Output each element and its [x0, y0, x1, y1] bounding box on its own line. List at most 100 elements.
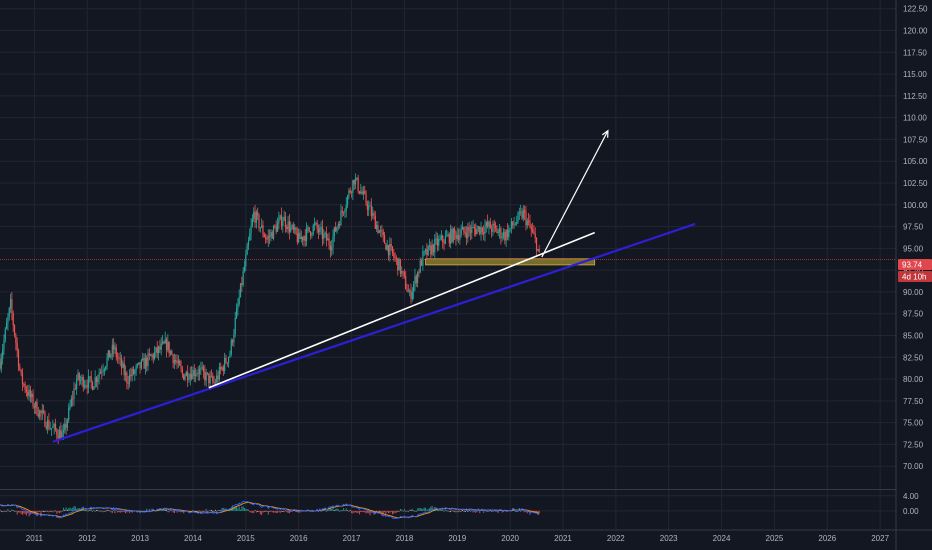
price-badges: 93.74 4d 10h [898, 259, 932, 282]
candle-body [29, 389, 31, 398]
candle-body [138, 362, 140, 365]
macd-histogram-bar [242, 506, 244, 511]
macd-histogram-bar [308, 510, 310, 512]
candle-body [230, 340, 232, 355]
candle-body [385, 243, 387, 250]
macd-histogram-bar [525, 510, 527, 512]
macd-histogram-bar [399, 509, 401, 511]
candle-body [342, 212, 345, 213]
macd-histogram-bar [456, 510, 458, 512]
candle-body [299, 232, 301, 239]
macd-histogram-bar [473, 510, 475, 512]
candle-body [430, 245, 432, 255]
candle-body [484, 226, 486, 234]
macd-histogram-bar [366, 510, 368, 513]
macd-histogram-bar [210, 509, 212, 511]
macd-histogram-bar [496, 510, 498, 512]
macd-histogram-bar [193, 510, 195, 512]
candle-body [399, 259, 402, 274]
macd-histogram-bar [171, 510, 173, 512]
macd-histogram-bar [418, 507, 420, 511]
candle-body [113, 344, 115, 350]
candle-body [89, 376, 91, 378]
macd-histogram-bar [40, 510, 42, 515]
candle-body [271, 232, 273, 239]
drawings [52, 129, 696, 443]
candle-body [395, 257, 398, 259]
candle-body [152, 354, 154, 359]
candle-body [341, 210, 343, 213]
macd-histogram-bar [469, 510, 471, 512]
y-tick-label: 72.50 [903, 440, 924, 449]
candle-body [204, 371, 206, 381]
macd-histogram-bar [261, 510, 263, 516]
candle-body [409, 290, 411, 292]
macd-histogram-bar [220, 510, 222, 511]
candle-body [87, 376, 90, 388]
candle-body [292, 225, 294, 230]
candle-body [304, 236, 306, 241]
macd-histogram-bar [491, 510, 493, 512]
macd-histogram-bar [493, 510, 495, 512]
candle-body [403, 272, 405, 276]
macd-histogram-bar [121, 510, 123, 512]
candle-body [406, 288, 408, 292]
candle-body [77, 373, 79, 380]
y-tick-label: 97.50 [903, 223, 924, 232]
support-zone-layer [0, 258, 896, 266]
candle-body [337, 224, 339, 228]
macd-histogram-bar [343, 508, 345, 511]
macd-histogram-bar [45, 510, 47, 512]
macd-histogram-bar [168, 510, 170, 513]
macd-histogram-bar [538, 510, 540, 514]
candle-body [477, 226, 479, 229]
candle-body [538, 249, 540, 252]
candle-body [505, 230, 507, 241]
candle-body [168, 341, 170, 354]
macd-histogram-bar [414, 510, 416, 512]
candle-body [196, 373, 198, 375]
macd-histogram-bar [164, 509, 166, 511]
macd-histogram-bar [266, 510, 268, 512]
macd-histogram-bar [443, 510, 445, 512]
candle-body [428, 245, 431, 247]
x-tick-label: 2017 [343, 534, 361, 543]
macd-histogram-bar [526, 510, 528, 514]
candle-body [218, 367, 220, 380]
candle-body [321, 227, 324, 239]
candle-body [13, 325, 16, 336]
macd-histogram-bar [55, 510, 57, 512]
macd-histogram-bar [514, 510, 516, 512]
macd-histogram-bar [354, 510, 356, 513]
candle-body [415, 276, 417, 283]
macd-histogram-bar [249, 510, 251, 513]
y-tick-label: 117.50 [903, 48, 927, 57]
macd-histogram-bar [143, 510, 145, 512]
candle-body [258, 215, 260, 229]
macd-histogram-bar [358, 510, 360, 515]
countdown-badge [898, 271, 932, 282]
macd-histogram-bar [70, 508, 72, 511]
macd-histogram-bar [251, 510, 253, 513]
candle-body [78, 373, 80, 381]
macd-histogram-bar [65, 507, 67, 511]
candle-body [476, 228, 478, 235]
candle-body [0, 358, 2, 369]
macd-histogram-bar [448, 510, 450, 513]
candle-body [356, 177, 358, 179]
candle-body [535, 237, 538, 251]
candle-body [122, 363, 124, 368]
macd-histogram-bar [107, 510, 109, 511]
candle-body [247, 240, 250, 246]
candle-body [402, 270, 404, 273]
candle-body [241, 283, 243, 286]
candle-body [348, 190, 350, 196]
macd-histogram-bar [41, 510, 43, 512]
x-tick-label: 2018 [395, 534, 413, 543]
candle-body [427, 245, 429, 256]
candle-body [278, 218, 280, 224]
candle-body [332, 236, 334, 248]
candle-body [202, 367, 205, 372]
